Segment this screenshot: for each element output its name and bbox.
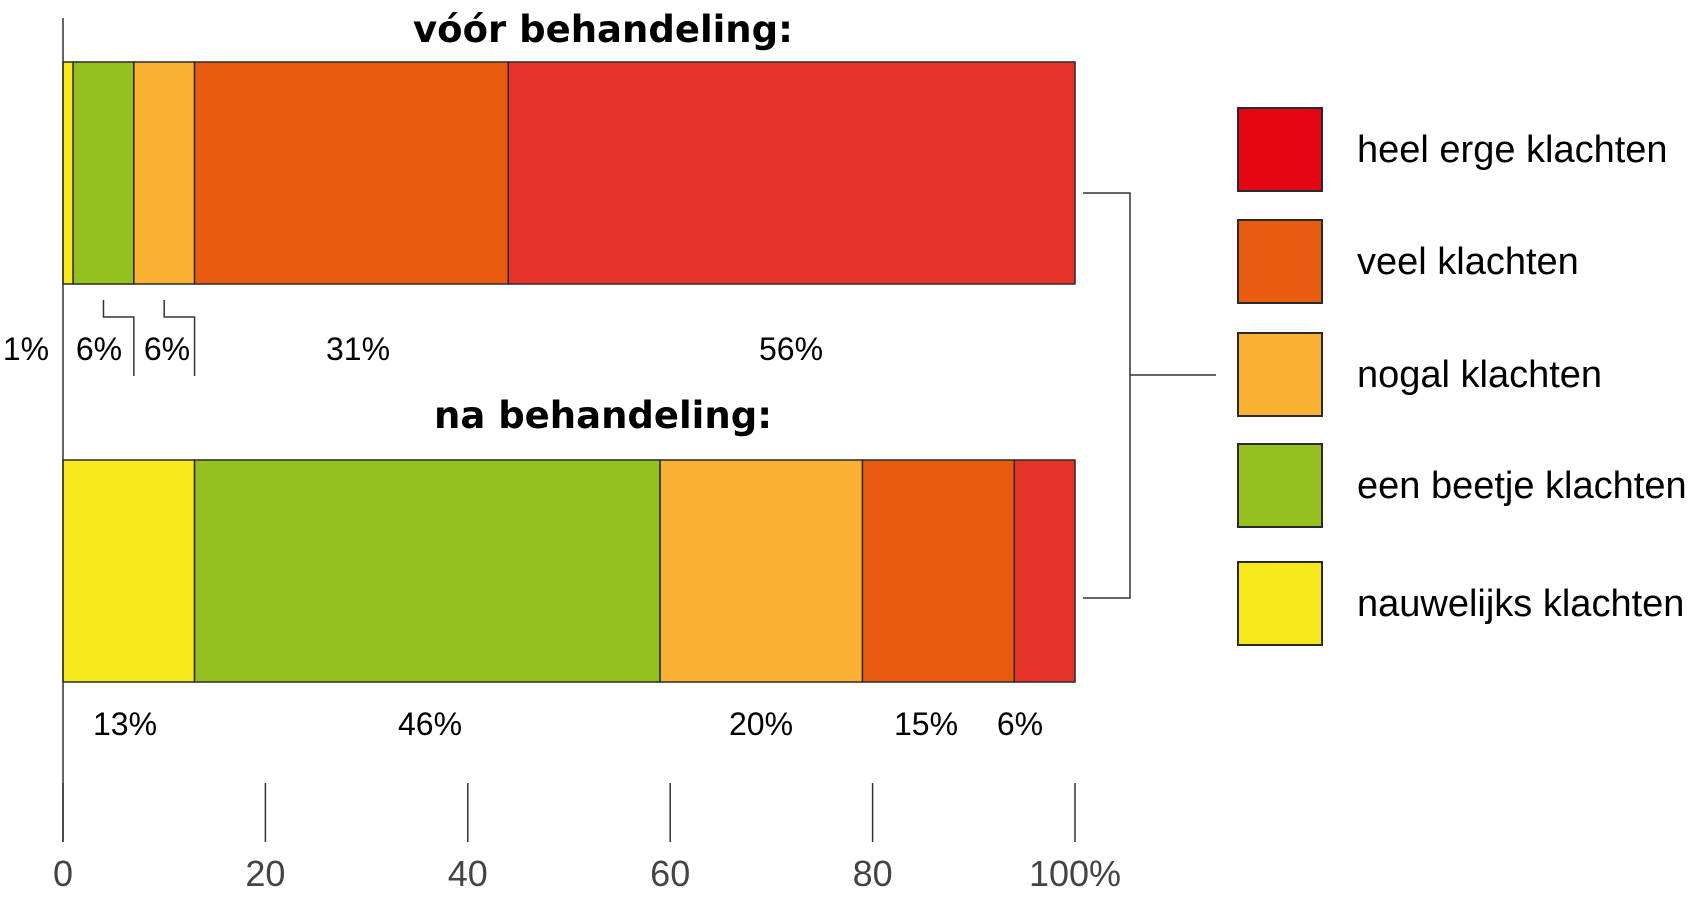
x-tick-label: 20 xyxy=(245,853,285,894)
legend-bracket xyxy=(1083,192,1131,599)
legend-item-nauwelijks: nauwelijks klachten xyxy=(1237,561,1684,646)
legend-label: een beetje klachten xyxy=(1357,465,1687,507)
legend-swatch xyxy=(1237,219,1323,304)
data-label-veel: 31% xyxy=(326,331,390,367)
legend-label: veel klachten xyxy=(1357,241,1579,283)
data-label-veel: 15% xyxy=(894,706,958,742)
bar-segment-heel_erg xyxy=(507,61,1076,285)
legend-label: nogal klachten xyxy=(1357,354,1602,396)
data-label-heel_erg: 6% xyxy=(997,706,1043,742)
leader-line xyxy=(163,300,196,376)
legend-item-nogal: nogal klachten xyxy=(1237,332,1602,417)
bar-group-na: na behandeling: 13% 46% 20% 15% 6% xyxy=(62,394,1076,742)
x-tick-label: 60 xyxy=(650,853,690,894)
x-tick-label: 40 xyxy=(448,853,488,894)
legend-item-veel: veel klachten xyxy=(1237,219,1579,304)
plot-area: vóór behandeling: 1% 6% 6% 31% 56% na behandel… xyxy=(3,8,1216,742)
bar-title: vóór behandeling: xyxy=(413,8,793,51)
legend-label: nauwelijks klachten xyxy=(1357,583,1684,625)
bar-segment-veel xyxy=(861,459,1016,683)
bar-segment-veel xyxy=(193,61,510,285)
data-label-heel_erg: 56% xyxy=(759,331,823,367)
bar-group-voor: vóór behandeling: 1% 6% 6% 31% 56% xyxy=(3,8,1076,367)
bar-segment-beetje xyxy=(193,459,661,683)
x-tick-label: 0 xyxy=(53,853,73,894)
x-axis: 0 20 40 60 80 100% xyxy=(53,18,1121,894)
bar-segment-nogal xyxy=(659,459,864,683)
data-label-nogal: 6% xyxy=(144,331,190,367)
legend-swatch xyxy=(1237,332,1323,417)
x-tick-label: 100% xyxy=(1029,853,1121,894)
bar-segment-nogal xyxy=(133,61,196,285)
data-label-beetje: 46% xyxy=(398,706,462,742)
legend-swatch xyxy=(1237,561,1323,646)
bar-segment-beetje xyxy=(72,61,135,285)
x-tick-label: 80 xyxy=(853,853,893,894)
legend-swatch xyxy=(1237,107,1323,192)
legend-swatch xyxy=(1237,443,1323,528)
bar-segment-nauwelijks xyxy=(62,459,196,683)
data-label-beetje: 6% xyxy=(76,331,122,367)
bar-segment-heel_erg xyxy=(1013,459,1076,683)
data-label-nauwelijks: 13% xyxy=(93,706,157,742)
bar-title: na behandeling: xyxy=(434,394,772,437)
data-label-nauwelijks: 1% xyxy=(3,331,49,367)
legend-item-heel_erg: heel erge klachten xyxy=(1237,107,1668,192)
legend-item-beetje: een beetje klachten xyxy=(1237,443,1687,528)
data-label-nogal: 20% xyxy=(729,706,793,742)
bar-segment-nauwelijks xyxy=(62,61,74,285)
leader-line xyxy=(102,300,135,376)
legend: heel erge klachten veel klachten nogal kla… xyxy=(1237,107,1687,646)
legend-label: heel erge klachten xyxy=(1357,129,1668,171)
